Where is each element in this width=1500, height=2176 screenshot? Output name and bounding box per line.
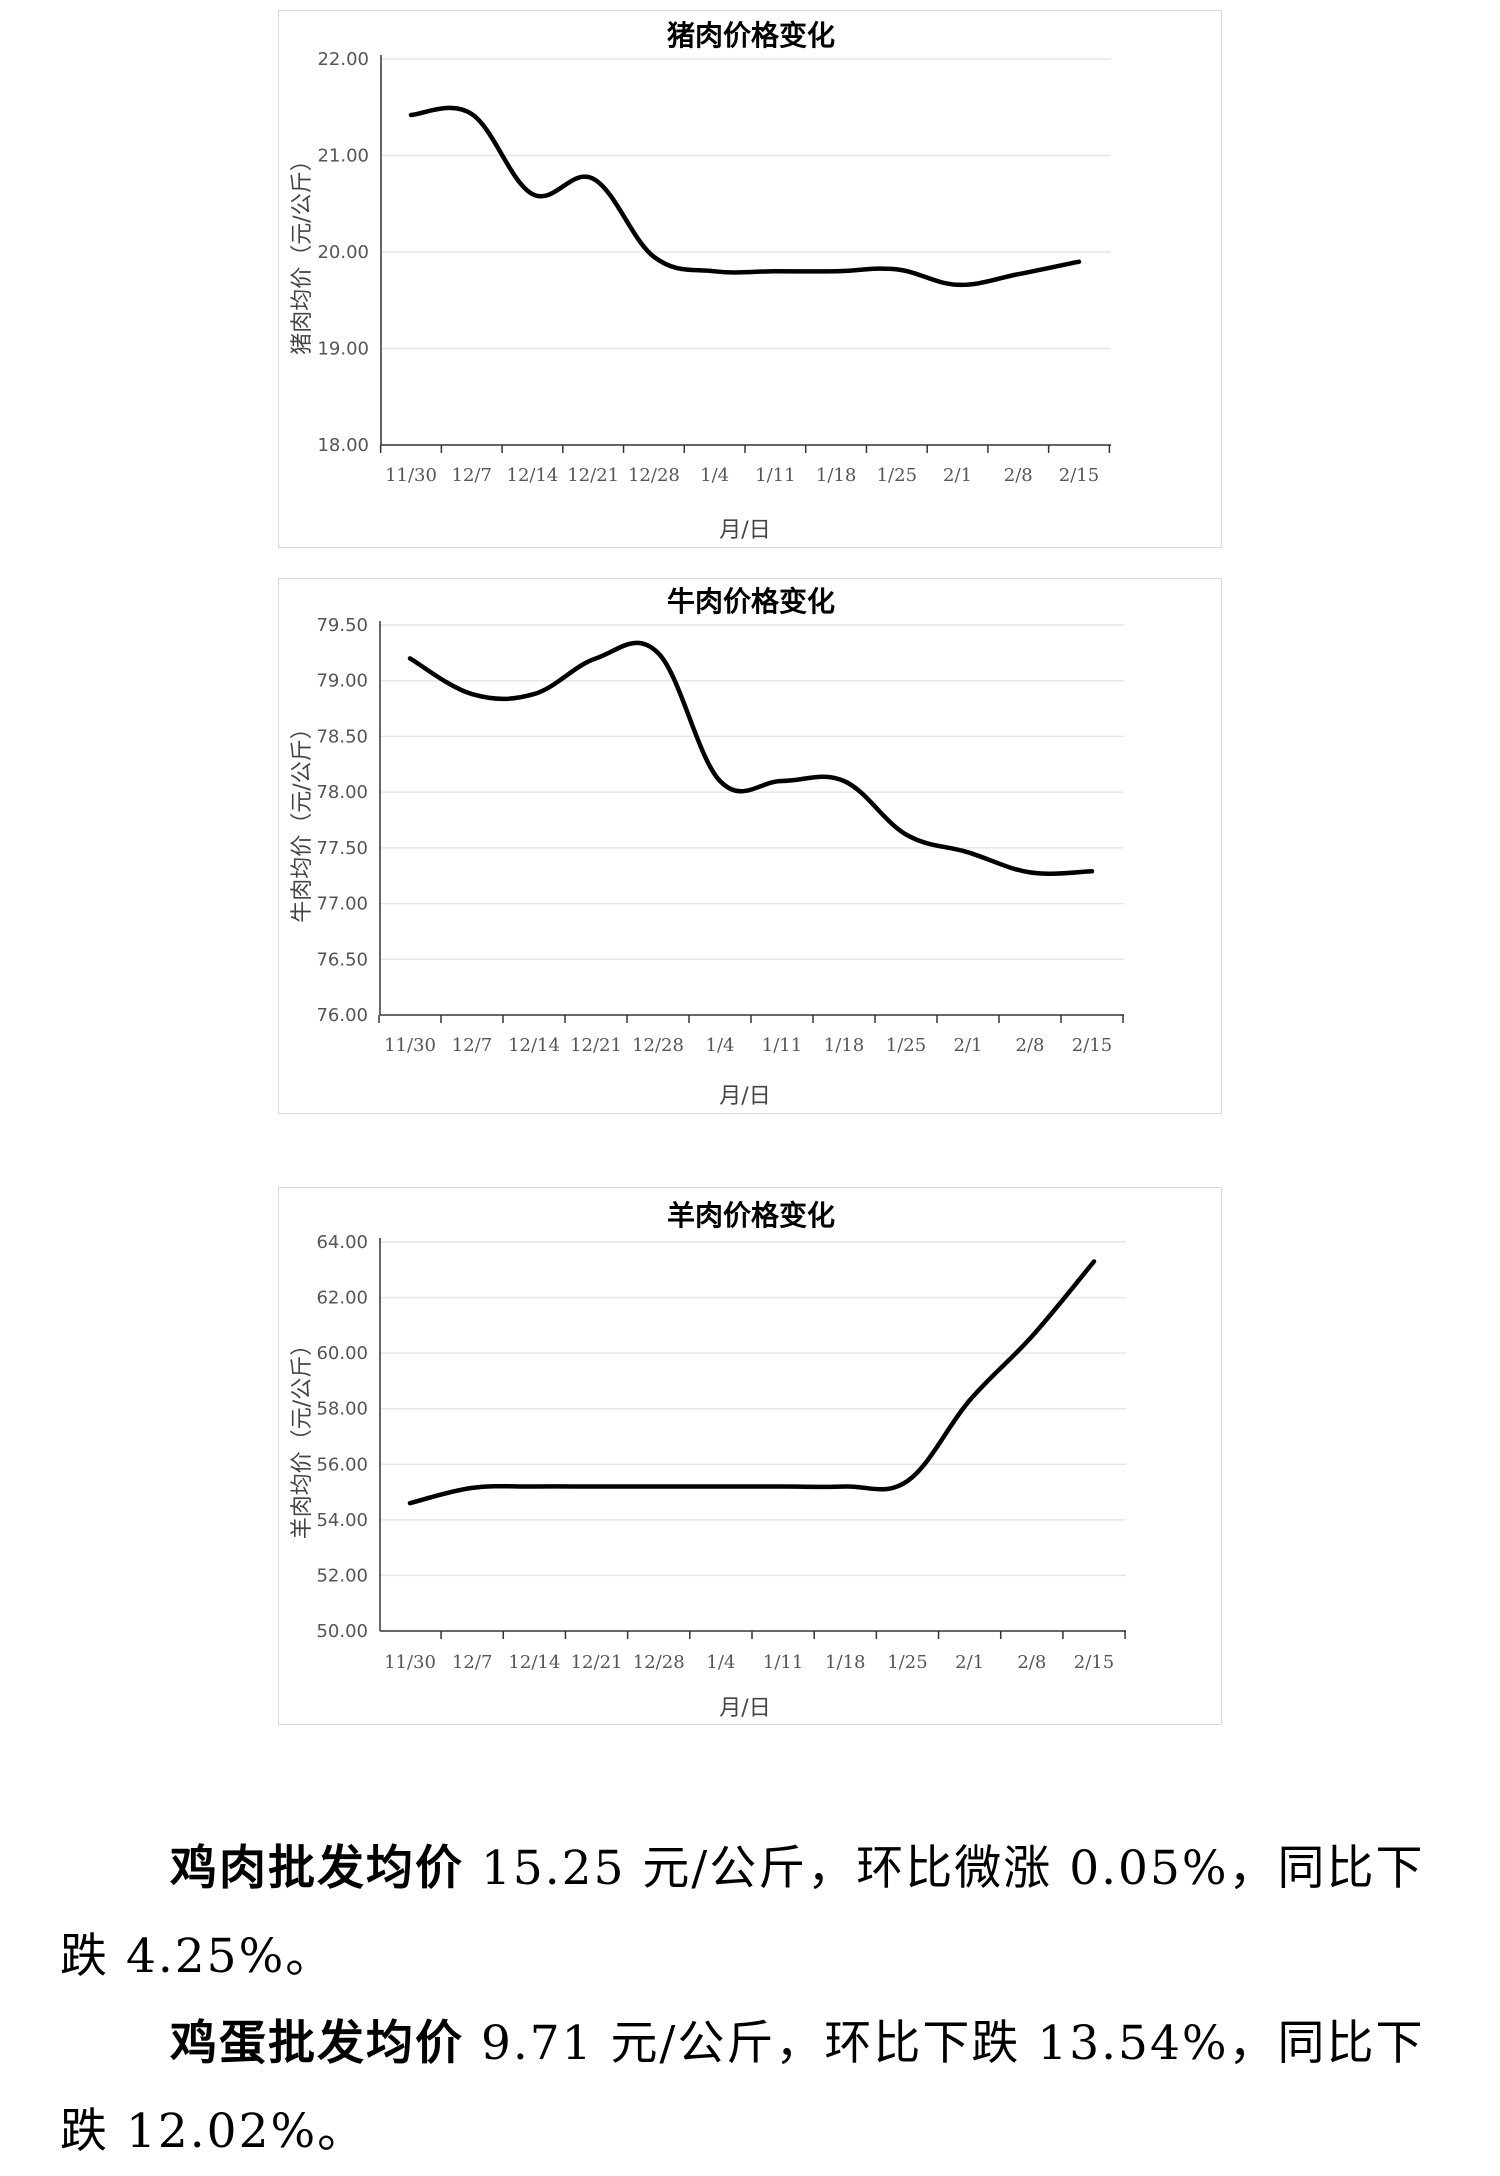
mutton-series-line	[407, 1259, 1097, 1506]
beef-x-tick-label: 1/25	[886, 1035, 926, 1056]
beef-y-tick-label: 78.50	[316, 726, 368, 747]
mutton-y-tick-label: 60.00	[316, 1343, 368, 1364]
beef-x-tick-label: 11/30	[384, 1035, 436, 1056]
pork-y-tick-label: 20.00	[317, 242, 369, 263]
beef-x-tick-label: 12/7	[452, 1035, 492, 1056]
beef-y-tick-label: 76.50	[316, 949, 368, 970]
mutton-x-tick-label: 12/21	[571, 1652, 623, 1673]
mutton-x-tick-label: 1/11	[763, 1652, 803, 1673]
beef-x-tick-label: 1/18	[824, 1035, 864, 1056]
pork-x-tick-label: 1/25	[877, 465, 917, 486]
chicken-line-1: 鸡肉批发均价 15.25 元/公斤，环比微涨 0.05%，同比下	[60, 1825, 1450, 1913]
pork-chart-svg: 猪肉价格变化 18.00 19.00 20.00 21.00 22.00 11/30 12/7…	[290, 19, 1111, 543]
mutton-chart-title: 羊肉价格变化	[667, 1199, 835, 1232]
beef-y-tick-label: 77.50	[316, 838, 368, 859]
mutton-x-tick-label: 12/14	[508, 1652, 560, 1673]
mutton-y-tick-label: 64.00	[316, 1232, 368, 1253]
pork-x-tick-label: 2/1	[943, 465, 972, 486]
pork-x-tick-label: 12/14	[507, 465, 559, 486]
mutton-y-tick-label: 58.00	[316, 1399, 368, 1420]
pork-chart-title: 猪肉价格变化	[667, 19, 835, 52]
mutton-y-tick-label: 56.00	[316, 1454, 368, 1475]
mutton-y-axis-title: 羊肉均价（元/公斤）	[290, 1334, 315, 1539]
beef-x-tick-label: 2/1	[954, 1035, 983, 1056]
egg-text: 9.71 元/公斤，环比下跌 13.54%，同比下	[464, 2016, 1425, 2071]
mutton-chart: 羊肉价格变化 50.00 52.00 54.00 56.00 58.00 60.00 62.0…	[278, 1187, 1222, 1725]
mutton-x-tick-label: 12/28	[633, 1652, 685, 1673]
pork-chart: 猪肉价格变化 18.00 19.00 20.00 21.00 22.00 11/30 12/7…	[278, 10, 1222, 548]
chicken-text: 15.25 元/公斤，环比微涨 0.05%，同比下	[464, 1841, 1425, 1896]
beef-y-tick-label: 76.00	[316, 1005, 368, 1026]
chicken-lead: 鸡肉批发均价	[170, 1841, 464, 1896]
pork-x-tick-label: 12/7	[452, 465, 492, 486]
beef-y-tick-label: 79.00	[316, 671, 368, 692]
pork-y-tick-label: 21.00	[317, 146, 369, 167]
beef-chart-svg: 牛肉价格变化 76.00 76.50 77.00 77.50 78.00 78.50 79.0…	[290, 585, 1124, 1109]
beef-x-tick-label: 12/14	[508, 1035, 560, 1056]
pork-x-tick-label: 12/21	[567, 465, 619, 486]
pork-y-axis-title: 猪肉均价（元/公斤）	[290, 149, 315, 354]
beef-x-tick-label: 12/28	[632, 1035, 684, 1056]
mutton-y-tick-label: 62.00	[316, 1288, 368, 1309]
egg-line-1: 鸡蛋批发均价 9.71 元/公斤，环比下跌 13.54%，同比下	[60, 2000, 1450, 2088]
pork-y-tick-label: 22.00	[317, 49, 369, 70]
mutton-x-tick-label: 2/1	[955, 1652, 984, 1673]
pork-x-tick-label: 1/18	[816, 465, 856, 486]
beef-x-tick-label: 1/4	[706, 1035, 735, 1056]
beef-y-tick-label: 79.50	[316, 615, 368, 636]
mutton-x-tick-label: 2/15	[1074, 1652, 1114, 1673]
mutton-y-tick-label: 50.00	[316, 1621, 368, 1642]
beef-x-tick-label: 2/8	[1016, 1035, 1045, 1056]
pork-x-tick-label: 1/11	[755, 465, 795, 486]
pork-x-axis-title: 月/日	[719, 518, 770, 543]
beef-x-tick-label: 2/15	[1072, 1035, 1112, 1056]
mutton-x-tick-label: 12/7	[452, 1652, 492, 1673]
mutton-chart-svg: 羊肉价格变化 50.00 52.00 54.00 56.00 58.00 60.00 62.0…	[290, 1199, 1126, 1721]
pork-x-tick-label: 11/30	[385, 465, 437, 486]
egg-paragraph: 鸡蛋批发均价 9.71 元/公斤，环比下跌 13.54%，同比下 跌 12.02…	[60, 2000, 1450, 2176]
mutton-x-tick-label: 1/25	[887, 1652, 927, 1673]
mutton-x-tick-label: 1/18	[825, 1652, 865, 1673]
pork-x-tick-label: 1/4	[700, 465, 729, 486]
mutton-x-tick-label: 1/4	[706, 1652, 735, 1673]
pork-y-tick-label: 18.00	[317, 435, 369, 456]
beef-y-tick-label: 77.00	[316, 894, 368, 915]
beef-x-tick-label: 12/21	[570, 1035, 622, 1056]
beef-x-tick-label: 1/11	[762, 1035, 802, 1056]
beef-y-tick-label: 78.00	[316, 782, 368, 803]
beef-chart: 牛肉价格变化 76.00 76.50 77.00 77.50 78.00 78.50 79.0…	[278, 578, 1222, 1114]
pork-x-tick-label: 2/8	[1004, 465, 1033, 486]
mutton-x-tick-label: 11/30	[384, 1652, 436, 1673]
mutton-y-tick-label: 52.00	[316, 1565, 368, 1586]
egg-line-2: 跌 12.02%。	[60, 2104, 367, 2159]
mutton-x-axis-title: 月/日	[719, 1696, 770, 1721]
chicken-line-2: 跌 4.25%。	[60, 1929, 335, 1984]
egg-lead: 鸡蛋批发均价	[170, 2016, 464, 2071]
beef-x-axis-title: 月/日	[719, 1084, 770, 1109]
pork-series-line	[408, 105, 1082, 288]
mutton-y-tick-label: 54.00	[316, 1510, 368, 1531]
pork-x-tick-label: 2/15	[1059, 465, 1099, 486]
pork-x-tick-label: 12/28	[628, 465, 680, 486]
mutton-x-tick-label: 2/8	[1017, 1652, 1046, 1673]
pork-y-tick-label: 19.00	[317, 339, 369, 360]
beef-y-axis-title: 牛肉均价（元/公斤）	[290, 717, 315, 922]
chicken-paragraph: 鸡肉批发均价 15.25 元/公斤，环比微涨 0.05%，同比下 跌 4.25%…	[60, 1825, 1450, 2001]
beef-chart-title: 牛肉价格变化	[667, 585, 835, 618]
beef-series-line	[407, 640, 1095, 876]
